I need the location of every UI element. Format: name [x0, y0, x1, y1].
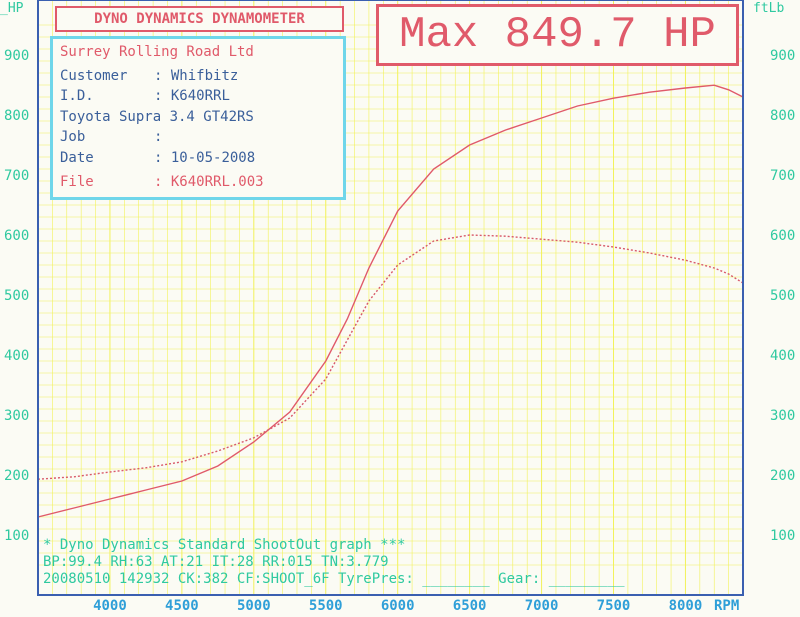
info-row-customer: Customer: Whifbitz: [60, 68, 239, 84]
x-tick: 6500: [453, 598, 487, 614]
x-axis: 4000 4500 5000 5500 6000 6500 7000 7500 8000: [93, 598, 702, 614]
y-axis-left: 100 200 300 400 500 600 700 800 900: [4, 48, 29, 544]
info-row-vehicle: Toyota Supra 3.4 GT42RS: [60, 109, 254, 125]
x-tick: 8000: [669, 598, 703, 614]
x-tick: 4000: [93, 598, 127, 614]
x-tick: 4500: [165, 598, 199, 614]
y-tick-right: 500: [770, 288, 795, 304]
y-tick-right: 600: [770, 228, 795, 244]
y-tick-right: 400: [770, 348, 795, 364]
torque-curve: [37, 234, 744, 480]
info-row-date: Date: 10-05-2008: [60, 150, 256, 166]
y-tick-right: 700: [770, 168, 795, 184]
y-tick-right: 200: [770, 468, 795, 484]
x-tick: 7000: [525, 598, 559, 614]
y-unit-left: _HP: [0, 1, 24, 16]
x-tick: 5000: [237, 598, 271, 614]
footer-line-1: * Dyno Dynamics Standard ShootOut graph …: [43, 537, 406, 553]
y-tick-right: 100: [770, 528, 795, 544]
y-tick-left: 700: [4, 168, 29, 184]
y-axis-right: 100 200 300 400 500 600 700 800 900: [770, 48, 795, 544]
x-tick: 7500: [597, 598, 631, 614]
info-row-id: I.D.: K640RRL: [60, 88, 230, 104]
x-tick: 5500: [309, 598, 343, 614]
y-tick-left: 800: [4, 108, 29, 124]
y-tick-left: 400: [4, 348, 29, 364]
y-tick-left: 300: [4, 408, 29, 424]
y-tick-right: 900: [770, 48, 795, 64]
company-name: Surrey Rolling Road Ltd: [60, 44, 254, 60]
dyno-title: DYNO DYNAMICS DYNAMOMETER: [55, 6, 344, 32]
power-curve: [37, 84, 744, 518]
y-unit-right: ftLb: [753, 1, 784, 16]
info-row-file: File: K640RRL.003: [60, 174, 264, 190]
y-tick-left: 900: [4, 48, 29, 64]
run-info-panel: Surrey Rolling Road Ltd Customer: Whifbi…: [50, 36, 346, 200]
footer-line-2: BP:99.4 RH:63 AT:21 IT:28 RR:015 TN:3.77…: [43, 554, 389, 570]
x-tick: 6000: [381, 598, 415, 614]
plot-frame: [37, 0, 744, 596]
y-tick-left: 600: [4, 228, 29, 244]
max-power-label: Max 849.7 HP: [376, 4, 739, 66]
y-tick-left: 100: [4, 528, 29, 544]
y-tick-left: 200: [4, 468, 29, 484]
chart-curves: [37, 84, 744, 518]
y-tick-right: 800: [770, 108, 795, 124]
footer-line-3: 20080510 142932 CK:382 CF:SHOOT_6F TyreP…: [43, 571, 625, 587]
x-unit-label: RPM: [714, 598, 739, 614]
info-row-job: Job:: [60, 129, 163, 145]
y-tick-right: 300: [770, 408, 795, 424]
y-tick-left: 500: [4, 288, 29, 304]
